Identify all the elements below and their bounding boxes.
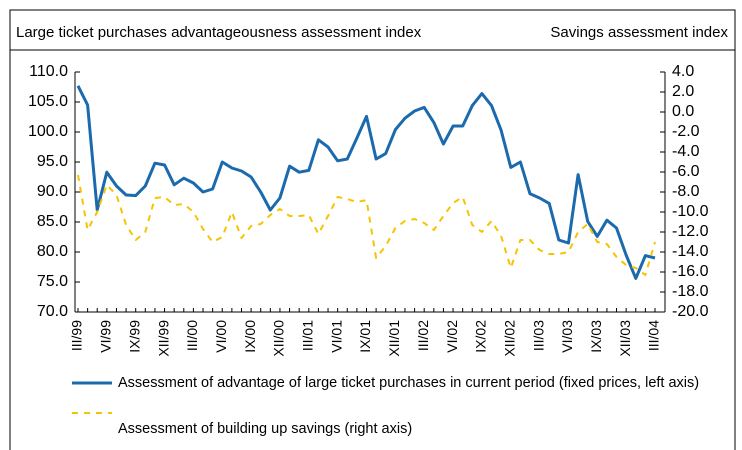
y2-tick-label: -12.0 (672, 223, 709, 240)
y2-tick-label: -10.0 (672, 203, 709, 220)
x-tick-label: XII/02 (501, 320, 517, 357)
x-tick-label: III/99 (69, 320, 85, 351)
x-tick-label: VI/99 (98, 320, 114, 353)
y2-tick-label: -14.0 (672, 243, 709, 260)
legend-label: Assessment of building up savings (right… (118, 421, 413, 437)
x-tick-label: IX/00 (242, 320, 258, 353)
y-tick-label: 100.0 (28, 123, 68, 140)
x-tick-label: XII/03 (617, 320, 633, 357)
y2-tick-label: 0.0 (672, 103, 694, 120)
y-tick-label: 75.0 (37, 273, 68, 290)
x-tick-label: VI/01 (328, 320, 344, 353)
x-tick-label: III/02 (415, 320, 431, 351)
y-tick-label: 105.0 (28, 93, 68, 110)
y-tick-label: 95.0 (37, 153, 68, 170)
y2-tick-label: 2.0 (672, 83, 694, 100)
y-tick-label: 110.0 (29, 63, 68, 80)
legend-label: Assessment of advantage of large ticket … (118, 375, 700, 391)
y2-tick-label: -18.0 (672, 283, 709, 300)
x-tick-label: IX/03 (588, 320, 604, 353)
x-tick-label: VI/03 (559, 320, 575, 353)
y2-tick-label: -16.0 (672, 263, 709, 280)
x-tick-label: IX/01 (357, 320, 373, 353)
x-tick-label: XII/99 (155, 320, 171, 357)
x-tick-label: XII/00 (271, 320, 287, 357)
x-tick-label: XII/01 (386, 320, 402, 357)
y2-tick-label: -20.0 (672, 303, 709, 320)
series-line (77, 174, 656, 276)
y2-tick-label: -6.0 (672, 163, 700, 180)
x-tick-label: IX/99 (126, 320, 142, 353)
x-tick-label: IX/02 (473, 320, 489, 353)
right-axis-title: Savings assessment index (550, 24, 728, 41)
y2-tick-label: -8.0 (672, 183, 700, 200)
x-tick-label: VI/02 (444, 320, 460, 353)
y-tick-label: 85.0 (37, 213, 68, 230)
x-tick-label: III/03 (530, 320, 546, 351)
frame (9, 9, 736, 450)
y-tick-label: 80.0 (37, 243, 68, 260)
y2-tick-label: 4.0 (672, 63, 694, 80)
x-tick-label: III/00 (184, 320, 200, 351)
y-tick-label: 70.0 (37, 303, 68, 320)
x-tick-label: VI/00 (213, 320, 229, 353)
y-tick-label: 90.0 (37, 183, 68, 200)
left-axis-title: Large ticket purchases advantageousness … (16, 24, 422, 41)
x-tick-label: III/04 (646, 320, 662, 351)
y2-tick-label: -4.0 (672, 143, 700, 160)
y2-tick-label: -2.0 (672, 123, 700, 140)
series-line (76, 85, 656, 280)
x-tick-label: III/01 (300, 320, 316, 351)
